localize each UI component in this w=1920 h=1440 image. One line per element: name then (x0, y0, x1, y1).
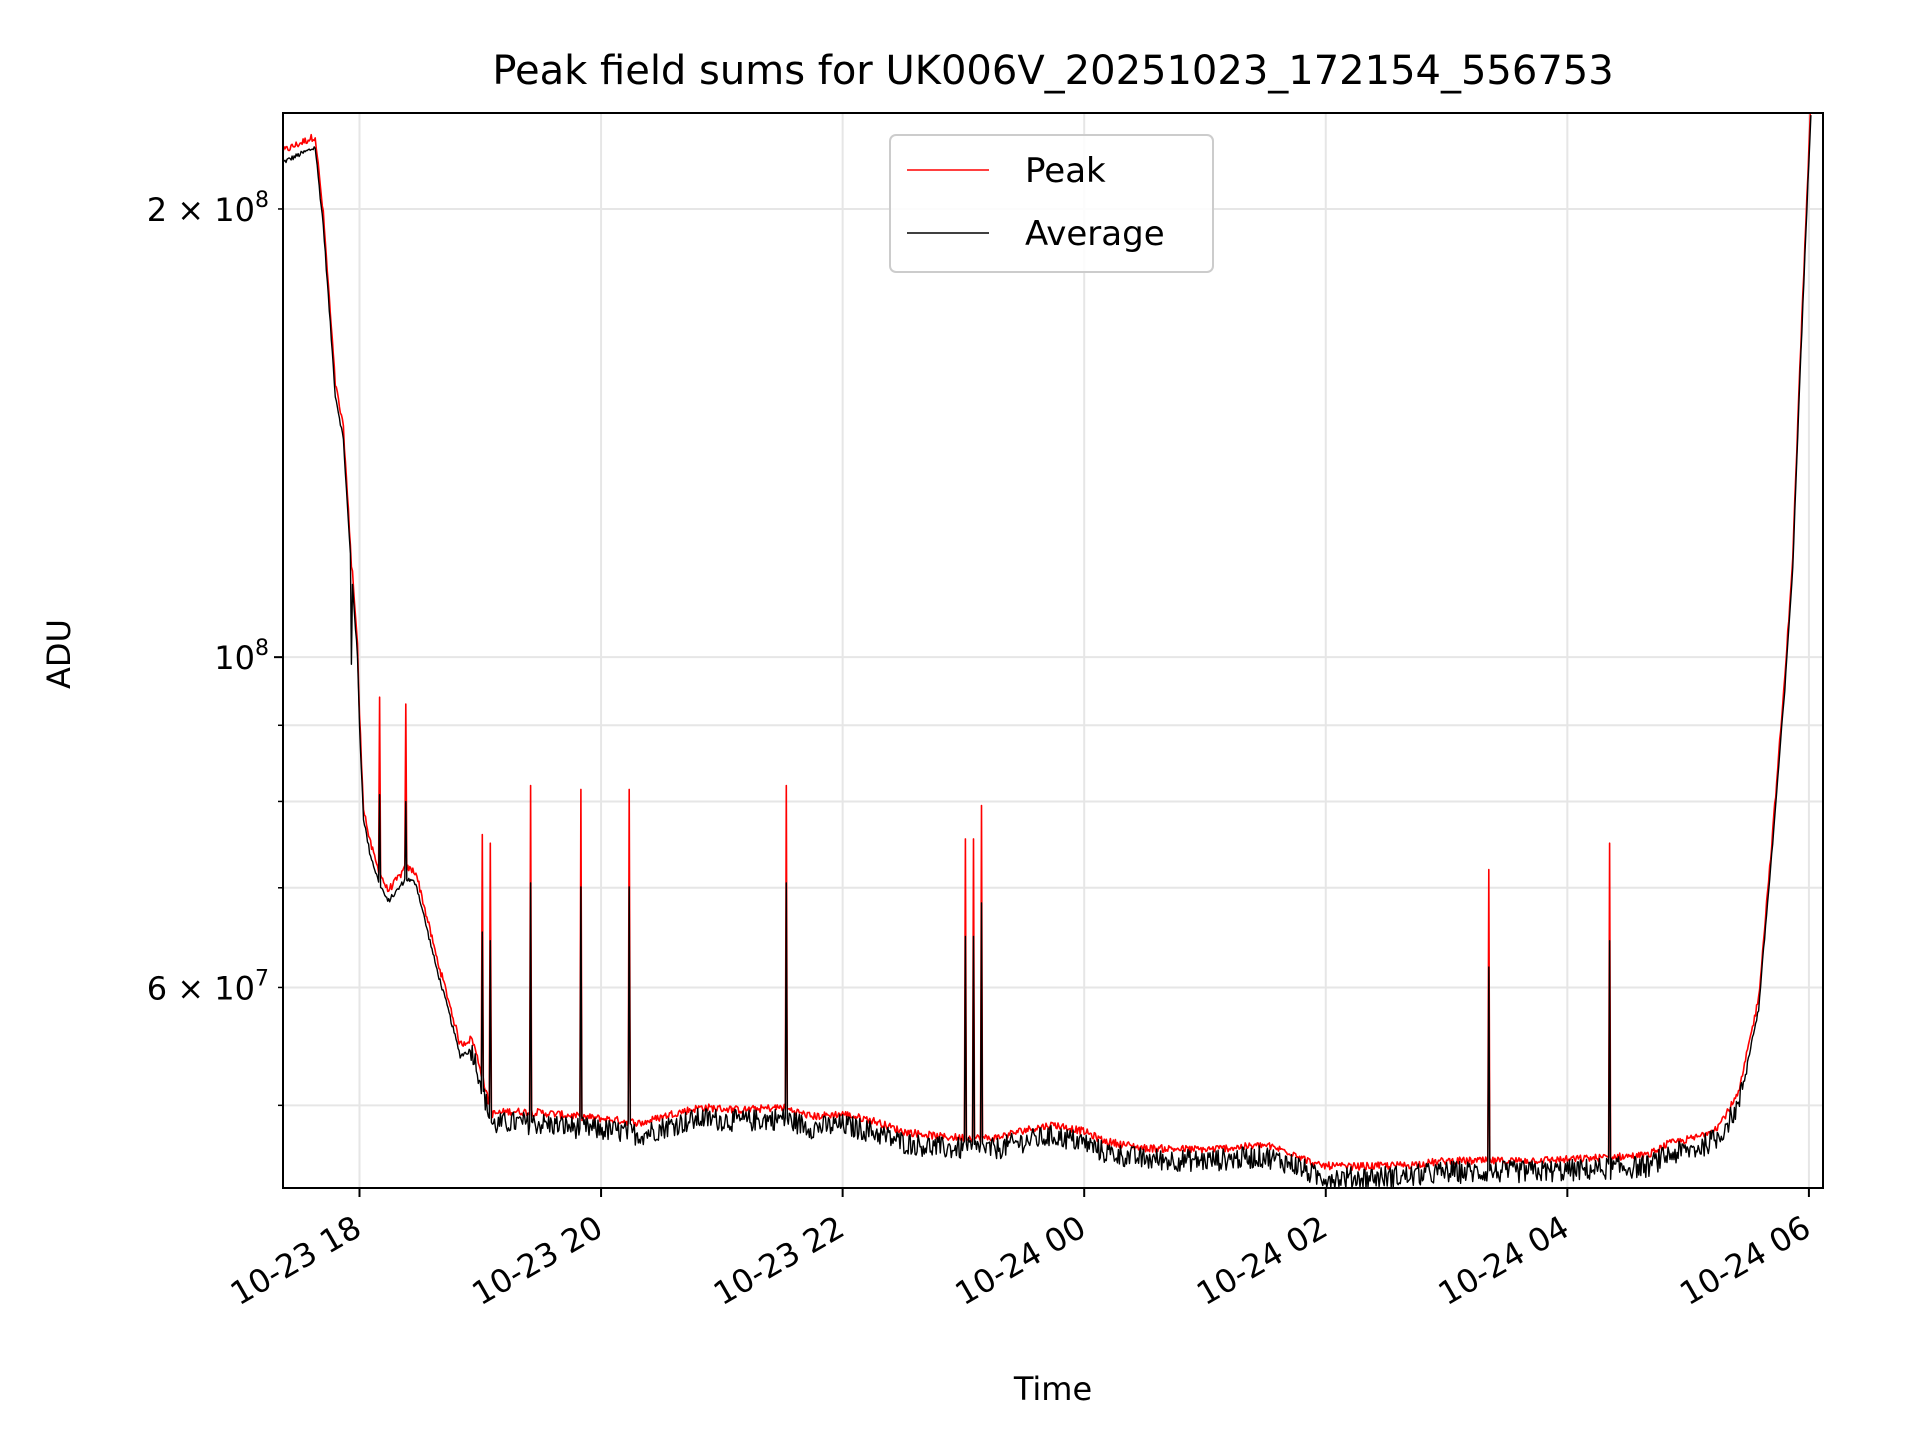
legend-label-peak: Peak (1025, 151, 1106, 191)
y-tick-label: 2 × 108 (147, 188, 269, 229)
x-axis-ticks: 10-23 18 10-23 20 10-23 22 10-24 00 10-24 02… (224, 1188, 1817, 1313)
chart-title: Peak field sums for UK006V_20251023_1721… (492, 48, 1613, 94)
y-axis-label: ADU (40, 619, 78, 689)
x-tick-label: 10-23 22 (707, 1208, 851, 1313)
y-axis-ticks: 108 6 × 107 2 × 108 (147, 188, 283, 1107)
series-layer (283, 113, 1812, 1188)
x-tick-label: 10-24 06 (1673, 1208, 1817, 1313)
x-tick-label: 10-24 02 (1190, 1208, 1334, 1313)
x-tick-label: 10-23 18 (224, 1208, 368, 1313)
series-line-average (283, 115, 1812, 1188)
legend: Peak Average (889, 134, 1214, 273)
series-line-peak (283, 113, 1812, 1172)
plot-series-group (283, 113, 1812, 1188)
x-axis-label: Time (1013, 1370, 1092, 1408)
y-tick-label: 6 × 107 (147, 966, 269, 1007)
x-tick-label: 10-24 00 (949, 1208, 1093, 1313)
grid-lines (283, 113, 1823, 1188)
plot-frame (282, 112, 1824, 1189)
legend-label-average: Average (1025, 214, 1165, 254)
x-tick-label: 10-23 20 (465, 1208, 609, 1313)
x-tick-label: 10-24 04 (1432, 1208, 1576, 1313)
y-tick-label: 108 (214, 636, 269, 677)
